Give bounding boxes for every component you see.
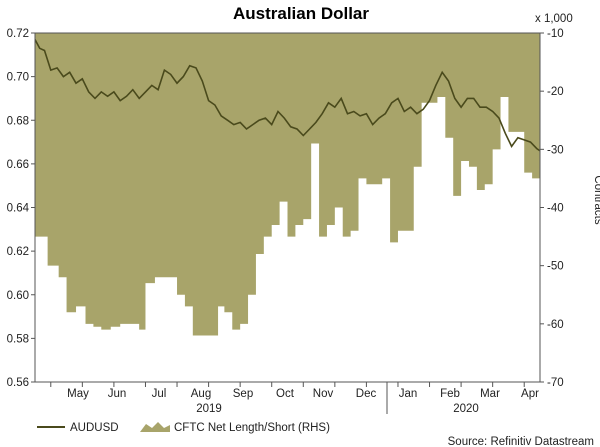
- left-tick-label: 0.64: [7, 203, 30, 215]
- right-axis-label: Contracts: [592, 175, 600, 224]
- x-month-label: Oct: [276, 388, 295, 400]
- x-month-label: Jun: [108, 388, 127, 400]
- right-tick-label: -10: [547, 28, 564, 40]
- legend: AUDUSD CFTC Net Length/Short (RHS): [37, 422, 330, 434]
- source-note: Source: Refinitiv Datastream: [448, 436, 594, 447]
- left-tick-label: 0.68: [7, 115, 29, 127]
- x-year-label: 2019: [196, 403, 222, 415]
- x-month-label: Aug: [191, 388, 211, 400]
- left-tick-label: 0.62: [7, 246, 29, 258]
- left-tick-label: 0.56: [7, 377, 29, 389]
- x-month-label: Sep: [233, 388, 253, 400]
- cftc-area-series: [35, 33, 540, 336]
- legend-label-cftc: CFTC Net Length/Short (RHS): [174, 422, 330, 434]
- left-tick-label: 0.60: [7, 290, 29, 302]
- audusd-line-series: [35, 39, 540, 152]
- left-tick-label: 0.70: [7, 72, 29, 84]
- right-tick-label: -20: [547, 86, 564, 98]
- x-month-label: Apr: [521, 388, 539, 400]
- legend-label-audusd: AUDUSD: [70, 422, 119, 434]
- left-tick-label: 0.72: [7, 28, 29, 40]
- x-month-label: Mar: [480, 388, 500, 400]
- chart-title: Australian Dollar: [233, 4, 369, 23]
- legend-area-swatch: [140, 422, 170, 432]
- x-month-label: Jan: [399, 388, 418, 400]
- x-month-label: Dec: [356, 388, 377, 400]
- right-tick-label: -40: [547, 203, 564, 215]
- left-tick-label: 0.58: [7, 333, 29, 345]
- x-month-label: Feb: [440, 388, 460, 400]
- right-axis-multiplier: x 1,000: [535, 13, 573, 25]
- right-tick-label: -60: [547, 319, 564, 331]
- x-month-label: Jul: [152, 388, 167, 400]
- right-tick-label: -70: [547, 377, 564, 389]
- x-year-label: 2020: [453, 403, 479, 415]
- left-tick-label: 0.66: [7, 159, 29, 171]
- x-month-label: May: [67, 388, 89, 400]
- x-month-label: Nov: [313, 388, 334, 400]
- right-tick-label: -50: [547, 261, 564, 273]
- right-tick-label: -30: [547, 144, 564, 156]
